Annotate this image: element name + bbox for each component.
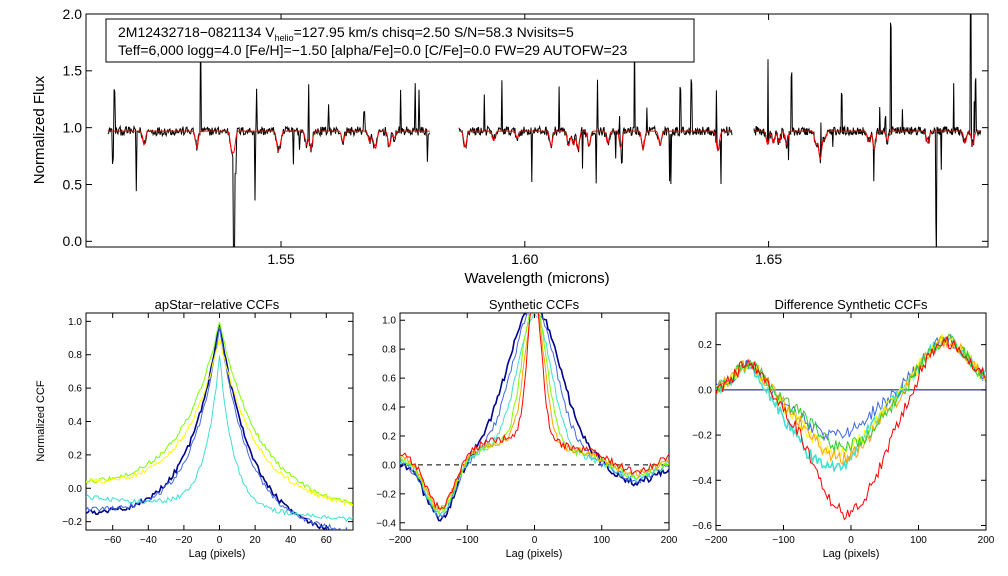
difference-ccf-title: Difference Synthetic CCFs xyxy=(775,297,928,312)
header-line-2: Teff=6,000 logg=4.0 [Fe/H]=−1.50 [alpha/… xyxy=(118,42,627,58)
spectrum-panel: 1.55 1.60 1.65 0.0 0.5 1.0 1.5 2.0 2M12432718−0… xyxy=(31,6,989,287)
synthetic-ccf-plot: −200 −100 0 100 200 −0.4 −0.2 0.0 0.2 0.4 0.6 0.8 1.… xyxy=(376,312,678,546)
ccf-series-4 xyxy=(716,336,986,466)
y-tick-label: 0.0 xyxy=(63,233,83,249)
x-tick-label: 1.65 xyxy=(755,251,782,267)
ccf-series-5 xyxy=(716,333,986,453)
x-tick-label: 100 xyxy=(593,535,610,546)
ccf-series-1 xyxy=(400,313,669,522)
apstar-ccf-ylabel: Normalized CCF xyxy=(35,380,47,462)
apstar-ccf-panel: apStar−relative CCFs Lag (pixels) Normal… xyxy=(35,297,280,560)
y-tick-label: 0.4 xyxy=(68,417,82,428)
x-tick-label: −200 xyxy=(705,535,728,546)
x-tick-label: 0 xyxy=(532,535,538,546)
ccf-series-2 xyxy=(86,326,353,530)
synthetic-ccf-xlabel: Lag (pixels) xyxy=(506,548,563,560)
spectrum-xlabel: Wavelength (microns) xyxy=(464,270,609,287)
ccf-series-4 xyxy=(400,313,669,515)
ccf-series-5 xyxy=(86,338,353,507)
y-tick-label: 1.0 xyxy=(63,120,83,136)
y-tick-label: 0.6 xyxy=(382,374,396,385)
header-box xyxy=(105,18,695,63)
difference-ccf-panel: Difference Synthetic CCFs Lag (pixels) xyxy=(775,297,928,560)
spectrum-ylabel: Normalized Flux xyxy=(31,75,48,184)
difference-ccf-plot: −200 −100 0 100 200 −0.6 −0.4 −0.2 0.0 0.2 xyxy=(692,312,995,546)
x-tick-label: −60 xyxy=(104,535,121,546)
y-tick-label: −0.2 xyxy=(62,517,82,528)
y-tick-label: 0.0 xyxy=(382,460,396,471)
x-tick-label: −20 xyxy=(175,535,192,546)
model-spectrum-segment xyxy=(107,130,430,154)
apstar-ccf-xlabel: Lag (pixels) xyxy=(189,548,246,560)
apstar-ccf-lines xyxy=(86,322,353,530)
x-tick-label: −40 xyxy=(140,535,157,546)
y-tick-label: −0.6 xyxy=(692,521,712,532)
spectrum-frame xyxy=(85,13,989,248)
y-tick-label: 0.8 xyxy=(382,345,396,356)
difference-ccf-xlabel: Lag (pixels) xyxy=(823,548,880,560)
x-tick-label: 100 xyxy=(910,535,927,546)
x-tick-label: 0 xyxy=(848,535,854,546)
y-tick-label: 0.2 xyxy=(698,340,712,351)
ccf-series-3 xyxy=(86,355,353,523)
x-tick-label: 200 xyxy=(661,535,678,546)
spectrum-data xyxy=(107,14,982,247)
y-tick-label: 0.0 xyxy=(68,484,82,495)
y-tick-label: 0.0 xyxy=(698,385,712,396)
y-tick-label: −0.4 xyxy=(692,476,712,487)
apstar-ccf-plot: −60 −40 −20 0 20 40 60 −0.2 0.0 0.2 0.4 0.6 0.8 1.0 xyxy=(62,312,354,546)
x-tick-label: 40 xyxy=(285,535,297,546)
x-tick-label: −100 xyxy=(772,535,795,546)
ccf-series-6 xyxy=(716,336,986,521)
x-tick-label: 20 xyxy=(250,535,262,546)
y-tick-label: 2.0 xyxy=(63,6,83,22)
model-spectrum-segment xyxy=(459,130,732,152)
y-tick-label: −0.4 xyxy=(376,518,396,529)
y-tick-label: 1.5 xyxy=(63,63,83,79)
y-tick-label: 0.8 xyxy=(68,350,82,361)
header-line-1: 2M12432718−0821134 Vhelio=127.95 km/s ch… xyxy=(118,24,574,43)
model-spectrum-segment xyxy=(754,130,981,160)
synthetic-ccf-panel: Synthetic CCFs Lag (pixels) xyxy=(489,297,580,560)
y-tick-label: 1.0 xyxy=(382,316,396,327)
x-tick-label: 1.55 xyxy=(267,251,294,267)
x-tick-label: −100 xyxy=(456,535,479,546)
ccf-series-6 xyxy=(400,313,669,510)
x-tick-label: −200 xyxy=(389,535,412,546)
y-tick-label: 1.0 xyxy=(68,317,82,328)
synthetic-ccf-title: Synthetic CCFs xyxy=(489,297,580,312)
y-tick-label: 0.2 xyxy=(68,450,82,461)
spectrum-axes: 1.55 1.60 1.65 0.0 0.5 1.0 1.5 2.0 xyxy=(63,6,988,267)
observed-spectrum-segment xyxy=(458,29,733,185)
y-tick-label: 0.4 xyxy=(382,403,396,414)
y-tick-label: 0.6 xyxy=(68,384,82,395)
synthetic-ccf-lines xyxy=(400,313,669,522)
difference-ccf-lines xyxy=(716,332,986,521)
ccf-series-2 xyxy=(400,313,669,519)
apstar-ccf-title: apStar−relative CCFs xyxy=(155,297,280,312)
y-tick-label: 0.5 xyxy=(63,176,83,192)
x-tick-label: 1.60 xyxy=(511,251,538,267)
y-tick-label: 0.2 xyxy=(382,431,396,442)
ccf-series-4 xyxy=(86,322,353,506)
x-tick-label: 0 xyxy=(217,535,223,546)
x-tick-label: 60 xyxy=(321,535,333,546)
y-tick-label: −0.2 xyxy=(692,431,712,442)
y-tick-label: −0.2 xyxy=(376,489,396,500)
x-tick-label: 200 xyxy=(978,535,995,546)
